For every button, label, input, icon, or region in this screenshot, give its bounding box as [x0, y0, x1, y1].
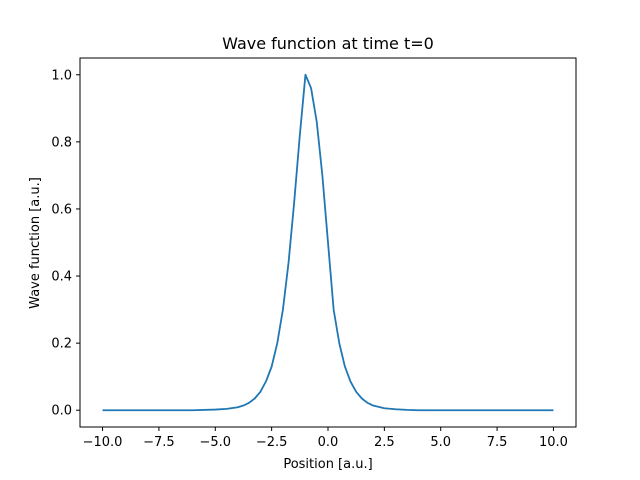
- x-tick-label: 2.5: [374, 435, 395, 450]
- y-tick-label: 0.8: [51, 135, 72, 150]
- x-tick-label: −10.0: [83, 435, 123, 450]
- x-tick-label: 7.5: [487, 435, 508, 450]
- x-axis-label: Position [a.u.]: [283, 457, 372, 472]
- y-tick-label: 0.4: [51, 270, 72, 285]
- x-tick-label: 0.0: [318, 435, 339, 450]
- x-tick-label: −7.5: [143, 435, 175, 450]
- x-tick-label: −5.0: [199, 435, 231, 450]
- y-tick-label: 0.6: [51, 202, 72, 217]
- y-tick-label: 0.2: [51, 337, 72, 352]
- y-axis-label: Wave function [a.u.]: [28, 177, 43, 309]
- chart-title: Wave function at time t=0: [222, 34, 434, 53]
- series-line: [102, 73, 554, 412]
- y-tick-label: 1.0: [51, 68, 72, 83]
- axes-frame: [79, 57, 577, 428]
- plot-group: [102, 73, 554, 412]
- x-tick-label: 10.0: [539, 435, 568, 450]
- y-tick-label: 0.0: [51, 404, 72, 419]
- x-tick-label: 5.0: [430, 435, 451, 450]
- x-tick-label: −2.5: [256, 435, 288, 450]
- ticks-group: −10.0 −7.5 −5.0 −2.5 0.0 2.5 5.0 7.5 10.0 0.0 0.2 0…: [51, 68, 568, 450]
